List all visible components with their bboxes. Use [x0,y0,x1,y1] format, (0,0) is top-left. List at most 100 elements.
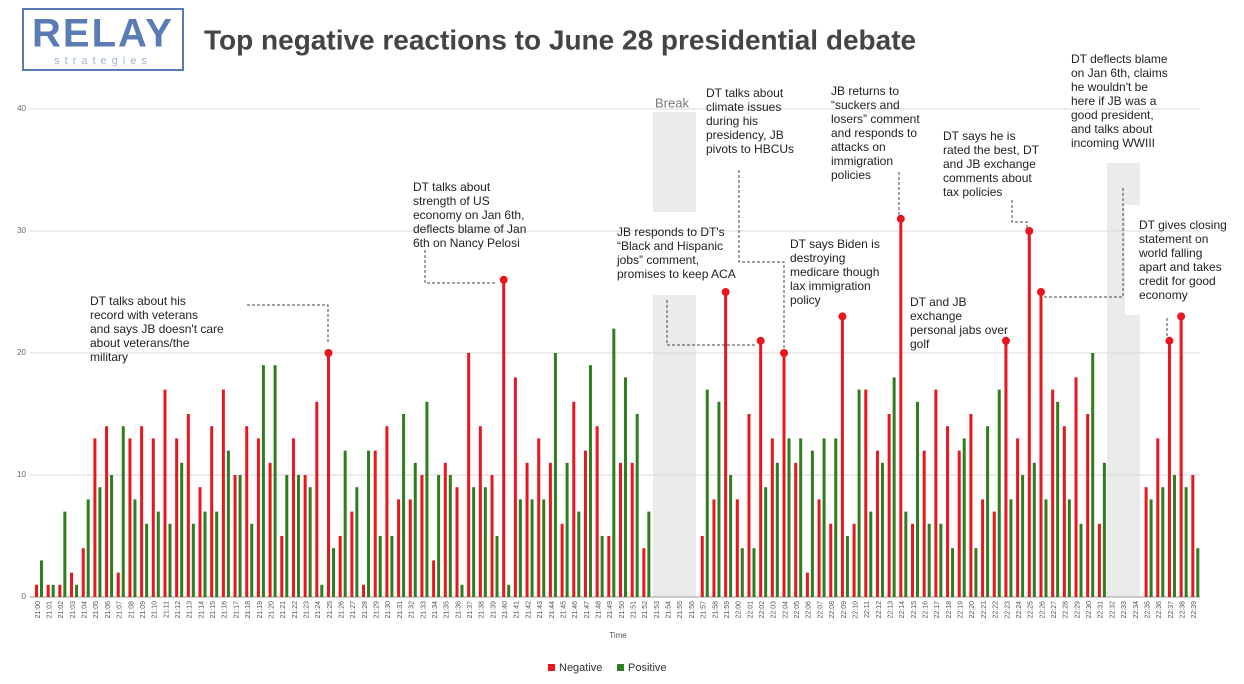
bar [425,401,429,597]
annotation: DT gives closing [1139,218,1227,232]
annotation: destroying [790,251,845,265]
bar [712,499,716,597]
y-tick-label: 10 [17,470,26,479]
x-tick-label: 21:42 [525,601,532,619]
bar [899,218,903,598]
x-tick-label: 22:06 [806,601,813,619]
bar [1191,475,1195,597]
x-tick-label: 22:20 [969,601,976,619]
x-tick-label: 21:56 [689,601,696,619]
bar [432,560,436,597]
annotation: JB returns to [831,84,899,98]
x-tick-label: 21:22 [292,601,299,619]
x-tick-label: 22:24 [1016,601,1023,619]
annotation: comments about [943,171,1032,185]
annotation: he wouldn't be [1071,80,1148,94]
legend-swatch [617,664,624,671]
bar [1074,377,1078,597]
annotation: DT deflects blame [1071,52,1168,66]
bar [1032,462,1036,597]
x-tick-label: 22:33 [1121,601,1128,619]
bar [303,475,307,597]
x-tick-label: 22:16 [923,601,930,619]
bar [483,487,487,597]
x-tick-label: 22:18 [946,601,953,619]
x-tick-label: 21:53 [654,601,661,619]
annotation: “Black and Hispanic [617,239,723,253]
bar [904,511,908,597]
bar [378,536,382,597]
x-tick-label: 21:34 [432,601,439,619]
bar [296,475,300,597]
bar [1062,426,1066,597]
bar [397,499,401,597]
bar [1004,340,1008,597]
annotation: deflects blame of Jan [413,222,526,236]
bar [1167,340,1171,597]
x-tick-label: 22:02 [759,601,766,619]
bar [256,438,260,597]
bar [759,340,763,597]
x-tick-label: 21:18 [245,601,252,619]
highlight-dot [324,349,333,357]
bar [700,536,704,597]
annotation: lax immigration [790,279,871,293]
bar [362,584,366,597]
highlight-dot [1165,336,1174,345]
bar [560,523,564,597]
bar [525,462,529,597]
x-tick-label: 21:04 [82,601,89,619]
annotation: record with veterans [90,308,198,322]
break-band [1107,163,1125,597]
x-tick-label: 21:19 [257,601,264,619]
bar [1102,462,1106,597]
x-tick-label: 21:37 [467,601,474,619]
x-tick-label: 22:00 [736,601,743,619]
x-tick-label: 21:17 [233,601,240,619]
x-tick-label: 21:32 [409,601,416,619]
bar [350,511,354,597]
x-tick-label: 22:05 [794,601,801,619]
x-tick-label: 21:06 [105,601,112,619]
bar [495,536,499,597]
bar [946,426,950,597]
x-tick-label: 21:27 [350,601,357,619]
annotation: medicare though [790,265,879,279]
bar [285,475,289,597]
bar [934,389,938,597]
bar [969,414,973,597]
annotation: DT says he is [943,129,1015,143]
bar [740,548,744,597]
bar [542,499,546,597]
bar [121,426,125,597]
y-tick-label: 40 [17,104,26,113]
bar [116,572,120,597]
bar [857,389,861,597]
x-tick-label: 21:05 [93,601,100,619]
annotation: tax policies [943,185,1002,199]
annotation: pivots to HBCUs [706,142,794,156]
bar [957,450,961,597]
bar [775,462,779,597]
x-tick-label: 22:11 [864,601,871,618]
logo-tagline: strategies [54,55,152,67]
bar [810,450,814,597]
bar [782,353,786,597]
bar [834,438,838,597]
bar [58,584,62,597]
bar [1144,487,1148,597]
x-tick-label: 21:25 [327,601,334,619]
bar [624,377,627,597]
annotation: DT says Biden is [790,237,880,251]
x-tick-label: 21:35 [444,601,451,619]
highlight-dot [1025,227,1034,235]
legend-swatch [548,664,555,671]
bar [40,560,43,597]
bar [770,438,774,597]
bar [951,548,955,597]
bar [280,536,284,597]
x-tick-label: 22:34 [1133,601,1140,619]
annotation: during his [706,114,758,128]
bar [840,316,844,597]
x-tick-label: 22:21 [981,601,988,619]
